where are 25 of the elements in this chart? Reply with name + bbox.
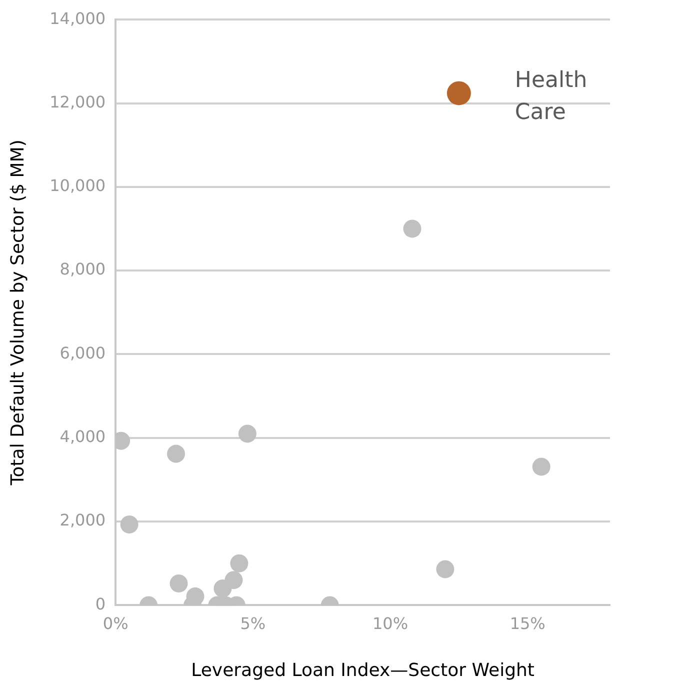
point xyxy=(436,560,454,578)
y-tick-label: 2,000 xyxy=(60,510,106,530)
point xyxy=(230,554,248,572)
y-axis-title: Total Default Volume by Sector ($ MM) xyxy=(7,140,28,486)
text: Health Care xyxy=(514,68,588,125)
y-tick-label: 6,000 xyxy=(60,343,106,362)
y-tick-label: 4,000 xyxy=(60,427,106,446)
x-tick-label: 10% xyxy=(372,614,408,633)
point xyxy=(446,81,471,106)
point xyxy=(120,515,138,534)
point xyxy=(167,444,186,463)
x-tick-label: 15% xyxy=(510,614,546,633)
point xyxy=(170,574,188,592)
y-tick-label: 10,000 xyxy=(50,176,106,196)
y-tick-label: 14,000 xyxy=(50,8,106,28)
y-tick-label: 0 xyxy=(95,594,106,614)
x-axis-title: Leveraged Loan Index—Sector Weight xyxy=(191,660,534,681)
point xyxy=(238,424,256,443)
x-tick-label: 0% xyxy=(102,614,128,633)
point xyxy=(403,220,422,238)
x-tick-label: 5% xyxy=(240,614,266,633)
y-tick-label: 8,000 xyxy=(60,260,106,279)
point xyxy=(532,458,550,476)
point xyxy=(224,571,243,590)
y-tick-label: 12,000 xyxy=(50,92,106,112)
